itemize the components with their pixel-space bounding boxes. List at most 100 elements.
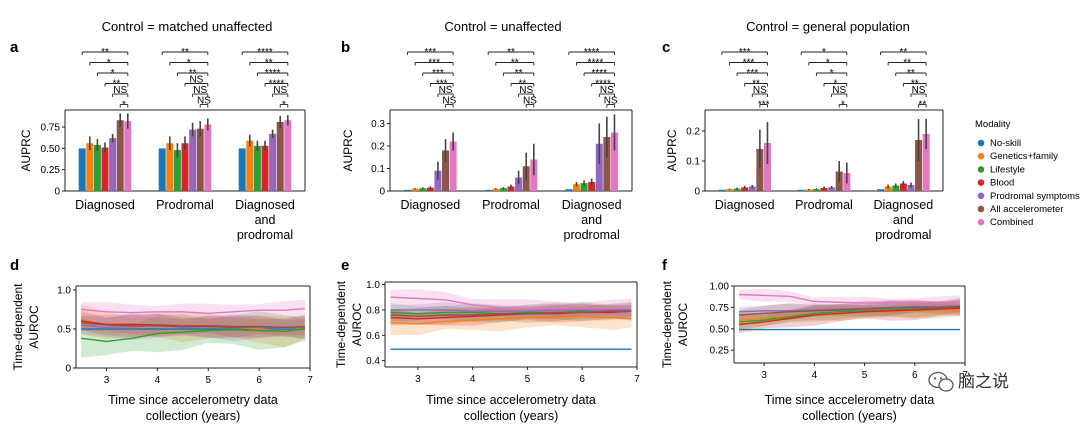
significance-label: ** xyxy=(511,58,519,69)
significance-label: ** xyxy=(519,79,527,90)
bar-combined xyxy=(922,134,930,191)
significance-label: NS xyxy=(519,85,533,96)
panel-title: Control = matched unaffected xyxy=(102,19,273,34)
category-label: Diagnosed xyxy=(562,198,622,212)
bar-all-accelerometer xyxy=(442,150,450,191)
significance-label: NS xyxy=(912,85,926,96)
bar-blood xyxy=(101,147,109,191)
series-line-prodromal-symptoms xyxy=(390,309,632,312)
significance-label: ** xyxy=(911,79,919,90)
confidence-band-prodromal-symptoms xyxy=(390,302,632,318)
bar-lifestyle xyxy=(580,183,588,191)
bar-prodromal-symptoms xyxy=(748,186,756,191)
legend-marker xyxy=(977,218,985,226)
bar-prodromal-symptoms xyxy=(269,133,277,191)
x-tick-label: 7 xyxy=(307,375,313,386)
significance-label: *** xyxy=(436,79,448,90)
x-axis-label-line-2: collection (years) xyxy=(802,409,896,423)
bar-blood xyxy=(741,187,749,191)
confidence-band-blood xyxy=(81,311,305,338)
series-line-combined xyxy=(738,293,961,304)
series-line-genetics-family xyxy=(390,315,632,325)
legend-marker xyxy=(977,152,985,160)
bar-lifestyle xyxy=(733,188,741,191)
bar-combined xyxy=(449,141,457,191)
x-tick-label: 5 xyxy=(525,374,531,385)
category-label: Diagnosed xyxy=(715,198,775,212)
significance-label: NS xyxy=(753,85,767,96)
category-label: Diagnosed xyxy=(235,198,295,212)
y-axis-label: AUPRC xyxy=(341,129,355,171)
series-line-lifestyle xyxy=(81,328,305,343)
bar-lifestyle xyxy=(419,188,427,191)
y-tick-label: 0.4 xyxy=(366,356,380,367)
y-tick-label: 0 xyxy=(54,187,60,198)
significance-label: ** xyxy=(907,68,915,79)
significance-label: *** xyxy=(428,58,440,69)
significance-label: * xyxy=(107,58,111,69)
bar-genetics-family xyxy=(411,188,419,191)
x-tick-label: 3 xyxy=(761,370,767,381)
bar-lifestyle xyxy=(93,144,101,191)
bar-combined xyxy=(204,124,212,191)
bar-prodromal-symptoms xyxy=(595,143,603,191)
y-axis-label-line-2: AUROC xyxy=(676,303,690,347)
panel-label: e xyxy=(341,257,349,274)
y-tick-label: 0.6 xyxy=(366,331,380,342)
bar-all-accelerometer xyxy=(603,137,611,191)
significance-label: NS xyxy=(604,96,618,107)
significance-label: NS xyxy=(189,75,203,86)
bar-blood xyxy=(507,186,515,191)
category-label: prodromal xyxy=(237,228,293,242)
panel-label: d xyxy=(10,257,19,274)
significance-label: **** xyxy=(257,47,273,58)
significance-label: ** xyxy=(181,47,189,58)
panel-f: f 3 4 5 6 7 0.25 0.50 0.75 1.00 Time-dependent AURO… xyxy=(660,257,968,423)
bar-genetics-family xyxy=(86,143,94,191)
significance-label: ** xyxy=(903,58,911,69)
y-tick-label: 0.1 xyxy=(686,157,700,168)
significance-label: NS xyxy=(832,85,846,96)
x-tick-label: 4 xyxy=(470,374,476,385)
significance-label: * xyxy=(826,58,830,69)
confidence-band-combined xyxy=(739,289,960,310)
category-label: Prodromal xyxy=(482,198,540,212)
y-axis-label: AUPRC xyxy=(19,129,33,171)
y-tick-label: 0.5 xyxy=(57,324,71,335)
x-axis-label-line-1: Time since accelerometry data xyxy=(426,393,596,407)
x-tick-label: 7 xyxy=(634,374,640,385)
bar-lifestyle xyxy=(253,145,261,191)
legend-marker xyxy=(977,166,985,173)
bar-prodromal-symptoms xyxy=(109,138,117,191)
significance-label: * xyxy=(122,100,126,111)
bar-no-skill xyxy=(877,189,885,191)
bar-blood xyxy=(426,187,434,191)
panel-title: Control = unaffected xyxy=(444,19,561,34)
bar-genetics-family xyxy=(492,188,500,191)
significance-label: NS xyxy=(113,85,127,96)
x-tick-label: 3 xyxy=(104,375,110,386)
bar-prodromal-symptoms xyxy=(189,129,197,191)
y-axis-label-line-1: Time-dependent xyxy=(11,283,25,371)
category-label: Diagnosed xyxy=(75,198,135,212)
panel-b: Control = unaffected b 0 0.1 0.2 0.3 AUPRC Diag… xyxy=(341,19,633,242)
significance-label: ** xyxy=(752,79,760,90)
bar-no-skill xyxy=(238,148,246,191)
significance-label: NS xyxy=(273,85,287,96)
bar-all-accelerometer xyxy=(196,128,204,191)
panel-title: Control = general population xyxy=(746,19,910,34)
bar-combined xyxy=(284,120,292,191)
significance-label: ** xyxy=(918,100,926,111)
wechat-icon xyxy=(928,371,954,392)
bar-all-accelerometer xyxy=(915,140,923,191)
bar-genetics-family xyxy=(572,184,580,191)
significance-label: * xyxy=(833,79,837,90)
bar-genetics-family xyxy=(166,143,174,191)
category-label: Diagnosed xyxy=(873,198,933,212)
bar-combined xyxy=(763,143,771,191)
bar-no-skill xyxy=(78,148,86,191)
significance-label: **** xyxy=(591,68,607,79)
panel-label: b xyxy=(341,39,350,56)
significance-label: NS xyxy=(523,96,537,107)
